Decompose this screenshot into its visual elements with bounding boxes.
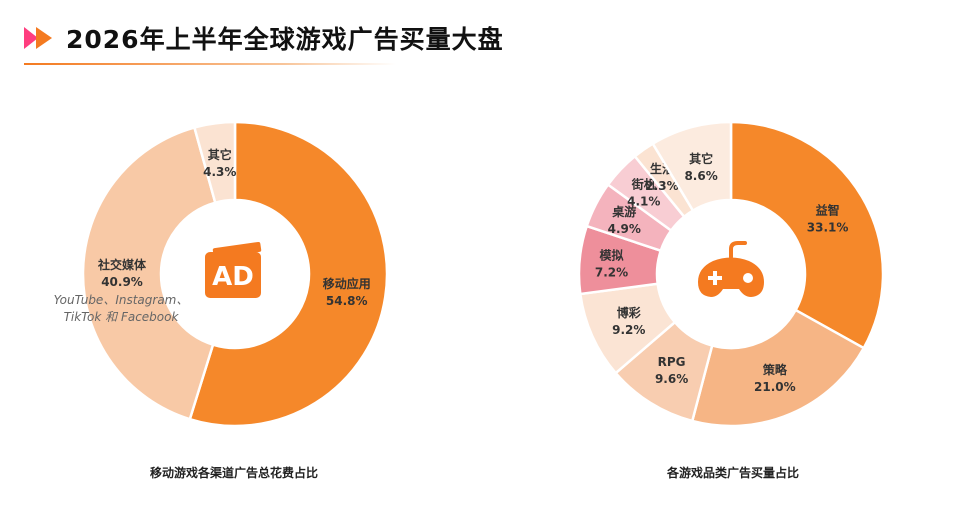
ad-icon: AD	[205, 241, 262, 298]
chart1-slice-0	[729, 120, 885, 350]
gamepad-icon	[698, 241, 764, 297]
chart0-slice-2	[192, 120, 237, 205]
chart1-value-label-7: 2.3%	[645, 179, 678, 193]
chart1-category-label-6: 街机	[631, 177, 656, 192]
chart1-value-label-0: 33.1%	[807, 220, 849, 234]
ad-icon-text: AD	[212, 262, 254, 292]
chart1-value-label-8: 8.6%	[684, 169, 717, 183]
social-media-annotation-line-1: TikTok 和 Facebook	[64, 310, 180, 324]
chart1-category-label-1: 策略	[763, 362, 788, 377]
left-chart-caption: 移动游戏各渠道广告总花费占比	[149, 466, 318, 480]
chart0-value-label-2: 4.3%	[203, 165, 236, 179]
chart1-category-label-4: 模拟	[600, 248, 624, 263]
chart0-category-label-0: 移动应用	[323, 276, 371, 291]
title-underline	[24, 63, 396, 65]
chart0-category-label-1: 社交媒体	[97, 257, 147, 272]
chart1-value-label-3: 9.2%	[612, 323, 645, 337]
chart0-slice-0	[188, 120, 389, 428]
chart1-category-label-0: 益智	[816, 202, 840, 217]
chart0-slice-1	[81, 125, 217, 421]
chart1-value-label-2: 9.6%	[655, 372, 688, 386]
chart1-category-label-5: 桌游	[611, 204, 636, 219]
brand-logo-icon	[24, 27, 52, 49]
chart0-category-label-2: 其它	[208, 147, 232, 162]
chart1-slice-8	[651, 120, 733, 213]
page-header: 2026年上半年全球游戏广告买量大盘	[24, 18, 504, 58]
chart1-slice-1	[690, 308, 866, 428]
chart1-category-label-8: 其它	[689, 151, 713, 166]
chart1-category-label-3: 博彩	[617, 305, 641, 320]
chart1-value-label-6: 4.1%	[627, 195, 660, 209]
page-title: 2026年上半年全球游戏广告买量大盘	[66, 25, 504, 54]
chart0-value-label-0: 54.8%	[326, 294, 368, 308]
right-chart-caption: 各游戏品类广告买量占比	[666, 466, 799, 480]
chart0-value-label-1: 40.9%	[101, 275, 143, 289]
social-media-annotation-line-0: YouTube、Instagram、	[54, 293, 189, 307]
chart1-value-label-4: 7.2%	[595, 266, 628, 280]
chart1-category-label-2: RPG	[658, 355, 686, 369]
chart1-value-label-5: 4.9%	[608, 222, 641, 236]
chart1-value-label-1: 21.0%	[754, 380, 796, 394]
